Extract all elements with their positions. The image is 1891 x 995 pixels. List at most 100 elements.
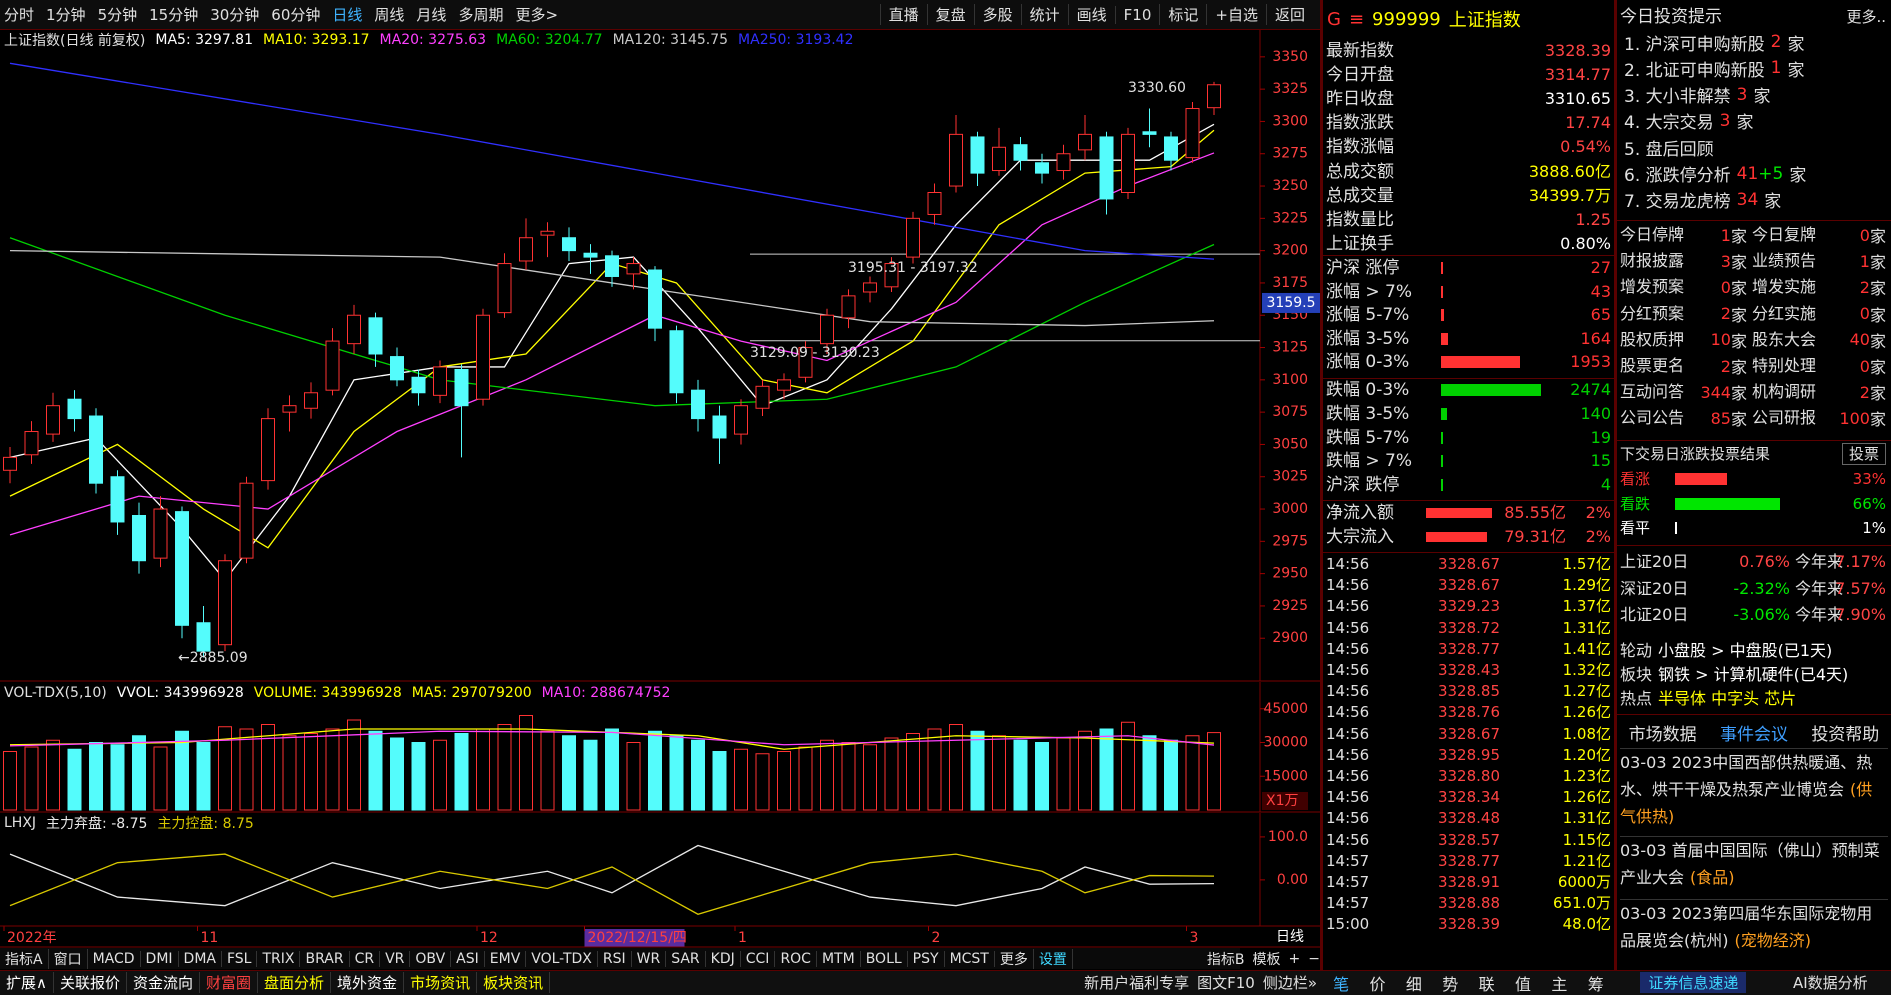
toolbar-button[interactable]: 复盘 (926, 4, 974, 25)
bottom-tab[interactable]: 资金流向 (127, 972, 201, 993)
indicator-tab[interactable]: KDJ (706, 950, 741, 967)
toolbar-button[interactable]: +自选 (1206, 4, 1266, 25)
tip-label[interactable]: 2. 北证可申购新股 (1624, 60, 1765, 81)
indicator-tab[interactable]: TRIX (257, 950, 301, 967)
toolbar-button[interactable]: 返回 (1265, 4, 1313, 25)
stat-label[interactable]: 增发实施 (1752, 277, 1817, 297)
period-tab[interactable]: 5分钟 (97, 6, 138, 24)
bottom-link[interactable]: 图文F10 (1197, 974, 1255, 992)
stat-label[interactable]: 财报披露 (1620, 251, 1685, 271)
indicator-tab[interactable]: + (1288, 950, 1301, 967)
bottom-tab[interactable]: 扩展∧ (0, 972, 54, 993)
period-tab[interactable]: 多周期 (458, 6, 504, 24)
detail-tab[interactable]: 势 (1442, 974, 1459, 994)
news-item[interactable]: 03-03 2023中国西部供热暖通、热水、烘干干燥及热泵产业博览会 (供气供热) (1620, 748, 1888, 830)
indicator-tab[interactable]: WR (632, 950, 667, 967)
detail-tab[interactable]: 细 (1405, 974, 1422, 994)
indicator-tab[interactable]: 设置 (1034, 948, 1073, 969)
detail-tab[interactable]: 联 (1478, 974, 1495, 994)
indicator-tab[interactable]: DMI (141, 950, 179, 967)
tip-item[interactable]: 6. 涨跌停分析 41 +5 家 (1624, 163, 1806, 187)
indicator-tab[interactable]: 指标B (1206, 951, 1245, 968)
stat-label[interactable]: 今日复牌 (1752, 225, 1817, 244)
info-tab[interactable]: 事件会议 (1719, 724, 1788, 745)
tip-label[interactable]: 4. 大宗交易 (1624, 113, 1714, 134)
indicator-tab[interactable]: SAR (666, 950, 706, 967)
bottom-tab[interactable]: 财富圈 (200, 972, 259, 993)
stat-label[interactable]: 分红预案 (1620, 303, 1685, 323)
indicator-tab[interactable]: RSI (598, 950, 632, 967)
stat-label[interactable]: 股权质押 (1620, 329, 1685, 349)
indicator-tab[interactable]: MCST (945, 950, 995, 967)
toolbar-button[interactable]: 画线 (1067, 4, 1115, 25)
bottom-tab[interactable]: 板块资讯 (477, 972, 551, 993)
bottom-tab[interactable]: 盘面分析 (258, 972, 332, 993)
bottom-link[interactable]: 新用户福利专享 (1084, 974, 1190, 992)
toolbar-button[interactable]: F10 (1114, 5, 1160, 24)
stat-label[interactable]: 增发预案 (1620, 277, 1685, 297)
stat-label[interactable]: 特别处理 (1752, 356, 1817, 375)
quote-menu[interactable]: ≡ (1348, 8, 1365, 30)
stat-label[interactable]: 公司研报 (1752, 408, 1817, 428)
stat-label[interactable]: 股票更名 (1620, 356, 1685, 375)
info-tab[interactable]: 市场数据 (1628, 724, 1697, 745)
indicator-tab[interactable]: MTM (817, 950, 861, 967)
indicator-tab[interactable]: ROC (775, 950, 817, 967)
news-text[interactable]: 03-03 2023第四届华东国际宠物用品展览会(杭州) (1620, 904, 1873, 950)
toolbar-button[interactable]: 标记 (1159, 4, 1206, 25)
indicator-tab[interactable]: 窗口 (49, 948, 88, 969)
stat-label[interactable]: 互动问答 (1620, 382, 1685, 402)
indicator-tab[interactable]: 更多 (995, 948, 1034, 969)
tips-more[interactable]: 更多.. (1846, 8, 1886, 26)
indicator-tab[interactable]: 模板 (1252, 951, 1281, 968)
toolbar-button[interactable]: 直播 (879, 4, 927, 25)
toolbar-button[interactable]: 多股 (973, 4, 1021, 25)
indicator-tab[interactable]: DMA (179, 950, 222, 967)
tip-item[interactable]: 3. 大小非解禁 3 家 (1624, 84, 1770, 108)
indicator-tab[interactable]: OBV (410, 950, 452, 967)
indicator-tab[interactable]: BRAR (300, 950, 350, 967)
tip-item[interactable]: 1. 沪深可申购新股 2 家 (1624, 31, 1804, 55)
detail-tab[interactable]: 值 (1515, 974, 1532, 994)
news-text[interactable]: 03-03 首届中国国际（佛山）预制菜产业大会 (1620, 841, 1880, 887)
indicator-tab[interactable]: FSL (222, 950, 258, 967)
indicator-tab[interactable]: PSY (908, 950, 945, 967)
indicator-tab[interactable]: 指标A (0, 948, 49, 969)
indicator-tab[interactable]: VOL-TDX (526, 950, 598, 967)
period-tab[interactable]: 周线 (374, 6, 405, 24)
stat-label[interactable]: 分红实施 (1752, 303, 1817, 323)
tip-label[interactable]: 1. 沪深可申购新股 (1624, 34, 1765, 55)
stat-label[interactable]: 公司公告 (1620, 408, 1685, 428)
bottom-link[interactable]: 侧边栏» (1262, 974, 1317, 992)
detail-tab[interactable]: 主 (1551, 974, 1568, 994)
indicator-tab[interactable]: EMV (485, 950, 527, 967)
period-tab[interactable]: 1分钟 (46, 6, 86, 24)
bottom-tab[interactable]: 境外资金 (331, 972, 405, 993)
info-tab[interactable]: 投资帮助 (1811, 724, 1880, 745)
bottom-tab[interactable]: 关联报价 (54, 972, 127, 993)
stat-label[interactable]: 业绩预告 (1752, 251, 1817, 271)
tip-item[interactable]: 7. 交易龙虎榜 34 家 (1624, 189, 1781, 213)
tip-label[interactable]: 6. 涨跌停分析 (1624, 166, 1731, 186)
tip-item[interactable]: 5. 盘后回顾 (1624, 136, 1714, 160)
stat-label[interactable]: 股东大会 (1752, 329, 1817, 349)
tip-item[interactable]: 4. 大宗交易 3 家 (1624, 110, 1753, 134)
period-tab[interactable]: 更多> (515, 6, 559, 24)
indicator-tab[interactable]: − (1308, 950, 1320, 967)
stat-label[interactable]: 机构调研 (1752, 382, 1817, 402)
stat-label[interactable]: 今日停牌 (1620, 225, 1685, 244)
period-tab[interactable]: 月线 (416, 6, 447, 24)
indicator-tab[interactable]: ASI (451, 950, 485, 967)
period-tab[interactable]: 60分钟 (271, 6, 321, 24)
indicator-tab[interactable]: MACD (88, 950, 141, 967)
news-item[interactable]: 03-03 2023第四届华东国际宠物用品展览会(杭州) (宠物经济) (1620, 899, 1888, 954)
period-tab[interactable]: 30分钟 (210, 6, 260, 24)
tip-label[interactable]: 5. 盘后回顾 (1624, 139, 1714, 160)
tip-item[interactable]: 2. 北证可申购新股 1 家 (1624, 57, 1804, 81)
service-tab[interactable]: AI数据分析 (1792, 974, 1868, 992)
detail-tab[interactable]: 价 (1369, 974, 1386, 994)
service-tab[interactable]: 证券信息速递 (1640, 972, 1747, 993)
tip-label[interactable]: 3. 大小非解禁 (1624, 87, 1731, 108)
detail-tab[interactable]: 笔 (1333, 974, 1350, 994)
detail-tab[interactable]: 筹 (1587, 974, 1604, 994)
